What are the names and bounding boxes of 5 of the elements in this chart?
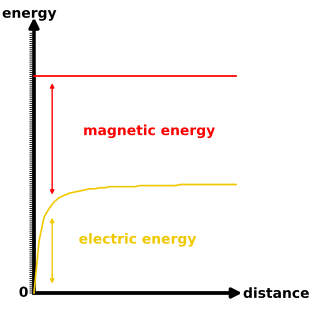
annotation: electric energy bbox=[79, 233, 196, 247]
y-axis-title: energy bbox=[2, 10, 56, 21]
x-axis-title: distance bbox=[244, 287, 309, 298]
annotation: magnetic energy bbox=[84, 124, 215, 138]
text: 0 bbox=[19, 286, 28, 298]
